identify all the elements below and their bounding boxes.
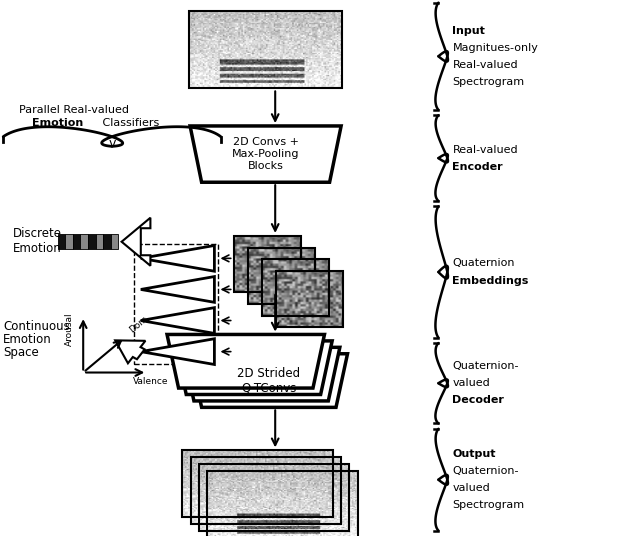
Bar [207, 471, 358, 536]
Polygon shape [141, 308, 214, 333]
Bar [182, 450, 333, 517]
Polygon shape [182, 347, 340, 401]
Text: Parallel Real-valued: Parallel Real-valued [19, 105, 129, 115]
Polygon shape [190, 354, 348, 407]
Text: Emotion: Emotion [3, 333, 52, 346]
Text: Emotion: Emotion [13, 242, 61, 255]
Text: Quaternion-: Quaternion- [452, 466, 519, 476]
Text: Continuous: Continuous [3, 319, 70, 333]
Text: Input: Input [452, 26, 485, 35]
Bar [262, 259, 329, 316]
Text: 2D Strided
Q-TConvs: 2D Strided Q-TConvs [237, 367, 300, 394]
Text: Magnitues-only: Magnitues-only [452, 43, 538, 53]
Text: Output: Output [452, 449, 496, 459]
Text: Arousal: Arousal [65, 312, 74, 346]
Bar [58, 234, 65, 249]
Polygon shape [167, 334, 324, 388]
Polygon shape [141, 277, 214, 302]
Text: Spectrogram: Spectrogram [452, 77, 525, 87]
Bar [95, 234, 103, 249]
Text: Spectrogram: Spectrogram [452, 501, 525, 510]
Text: Decoder: Decoder [452, 396, 504, 405]
Text: Real-valued: Real-valued [452, 60, 518, 70]
Text: 2D Convs +
Max-Pooling
Blocks: 2D Convs + Max-Pooling Blocks [232, 138, 300, 170]
Polygon shape [141, 339, 214, 364]
Bar [103, 234, 111, 249]
Bar [189, 11, 342, 88]
Bar [81, 234, 88, 249]
Bar [88, 234, 95, 249]
Text: Space: Space [3, 346, 39, 360]
Text: Real-valued: Real-valued [452, 145, 518, 154]
Polygon shape [141, 245, 214, 271]
FancyArrow shape [115, 340, 145, 363]
Bar [65, 234, 73, 249]
Text: v: v [108, 137, 116, 150]
Bar [276, 271, 343, 327]
Bar [199, 464, 349, 531]
Text: Classifiers: Classifiers [99, 118, 159, 128]
Text: Quaternion-: Quaternion- [452, 361, 519, 371]
Text: Quaternion: Quaternion [452, 258, 515, 269]
Text: Encoder: Encoder [452, 162, 503, 172]
Text: Valence: Valence [132, 377, 168, 386]
Bar [73, 234, 81, 249]
Polygon shape [190, 126, 341, 182]
Text: valued: valued [452, 378, 490, 388]
Text: Emotion: Emotion [32, 118, 83, 128]
Text: Embeddings: Embeddings [452, 276, 529, 286]
FancyArrow shape [122, 218, 150, 266]
Polygon shape [175, 341, 332, 394]
Bar [134, 244, 218, 364]
Bar [111, 234, 118, 249]
Text: Dom.: Dom. [128, 312, 152, 334]
Bar [248, 248, 315, 304]
Text: valued: valued [452, 483, 490, 493]
Bar [191, 457, 341, 524]
Text: Discrete: Discrete [13, 227, 62, 240]
Bar [234, 236, 301, 292]
